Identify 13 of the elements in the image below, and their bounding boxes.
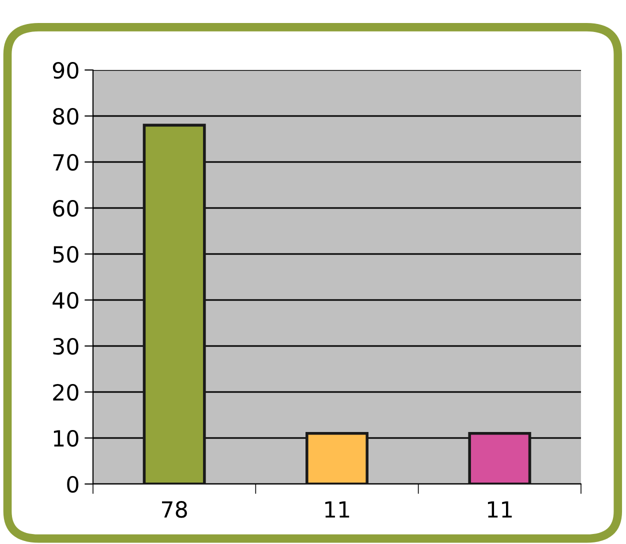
x-tick-label: 11 (325, 501, 350, 518)
y-tick-label: 20 (53, 384, 78, 401)
y-tick-label: 70 (53, 154, 78, 171)
x-tick-label: 78 (162, 501, 187, 518)
y-tick-label: 10 (54, 430, 78, 447)
y-tick-label: 80 (53, 108, 78, 125)
y-tick-label: 50 (53, 246, 78, 263)
y-tick-label: 90 (52, 62, 78, 79)
y-tick-label: 30 (53, 338, 78, 355)
x-tick-label: 11 (488, 501, 512, 518)
y-tick-label: 40 (52, 292, 78, 309)
y-tick-label: 0 (67, 476, 78, 493)
y-tick-label: 60 (53, 200, 78, 217)
